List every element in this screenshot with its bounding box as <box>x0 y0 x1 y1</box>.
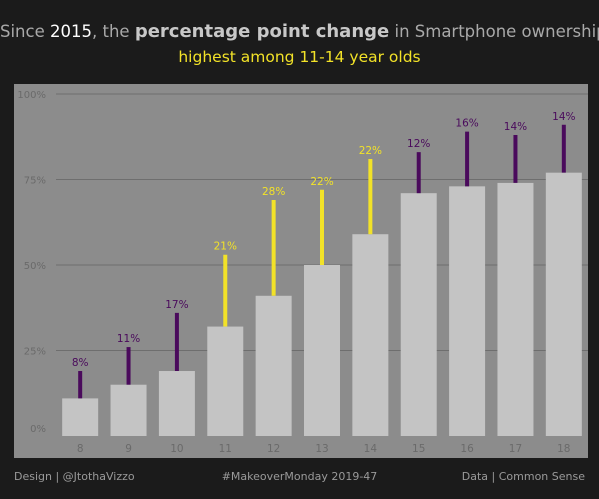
footer-data-source: Data | Common Sense <box>461 470 585 483</box>
bar <box>158 371 195 436</box>
y-tick-label: 100% <box>17 90 46 101</box>
x-tick-label: 11 <box>219 443 232 455</box>
bar <box>207 326 244 436</box>
y-tick-label: 0% <box>30 424 46 435</box>
bar <box>110 384 147 436</box>
x-tick-label: 13 <box>315 443 328 455</box>
change-label: 21% <box>214 241 237 253</box>
change-label: 12% <box>407 138 430 150</box>
footer-design-credit: Design | @JtothaVizzo <box>14 470 135 483</box>
change-label: 22% <box>310 176 333 188</box>
bar <box>497 182 534 436</box>
change-label: 28% <box>262 186 285 198</box>
title-text-2: , the <box>91 22 135 41</box>
title-text-3: in Smartphone ownership is <box>394 22 599 41</box>
chart-title: Since 2015, the percentage point change … <box>0 20 599 68</box>
change-label: 11% <box>117 333 140 345</box>
x-tick-label: 10 <box>170 443 183 455</box>
bar <box>449 186 486 436</box>
footer-makeover-tag: #MakeoverMonday 2019-47 <box>221 470 378 483</box>
change-label: 14% <box>552 111 575 123</box>
title-line-2: highest among 11-14 year olds <box>178 48 421 66</box>
change-label: 17% <box>165 299 188 311</box>
x-tick-label: 15 <box>412 443 425 455</box>
bar <box>304 265 340 436</box>
plot-background <box>14 84 588 458</box>
x-tick-label: 14 <box>364 443 378 455</box>
bar <box>400 193 437 436</box>
y-tick-label: 50% <box>24 261 46 272</box>
change-label: 22% <box>359 145 382 157</box>
x-tick-label: 16 <box>460 443 474 455</box>
title-year: 2015 <box>49 22 92 41</box>
bar <box>352 234 389 436</box>
chart-area: 0% 25% 50% 75% 100% 8% 8 11% 9 17% 10 21% 11 28% 12 22%… <box>14 84 588 458</box>
y-tick-label: 25% <box>24 347 46 358</box>
x-tick-label: 18 <box>557 443 570 455</box>
title-emphasis: percentage point change <box>134 21 390 42</box>
change-label: 16% <box>455 118 478 130</box>
bar <box>255 295 292 436</box>
change-label: 14% <box>504 121 527 133</box>
x-tick-label: 8 <box>77 443 84 455</box>
x-tick-label: 9 <box>125 443 132 455</box>
title-line-1: Since 2015, the percentage point change … <box>0 20 599 44</box>
x-tick-label: 12 <box>267 443 280 455</box>
bar <box>545 172 582 436</box>
change-label: 8% <box>72 357 89 369</box>
bar <box>62 398 99 436</box>
x-tick-label: 17 <box>509 443 522 455</box>
title-text-1: Since <box>0 22 50 41</box>
y-tick-label: 75% <box>24 176 46 187</box>
